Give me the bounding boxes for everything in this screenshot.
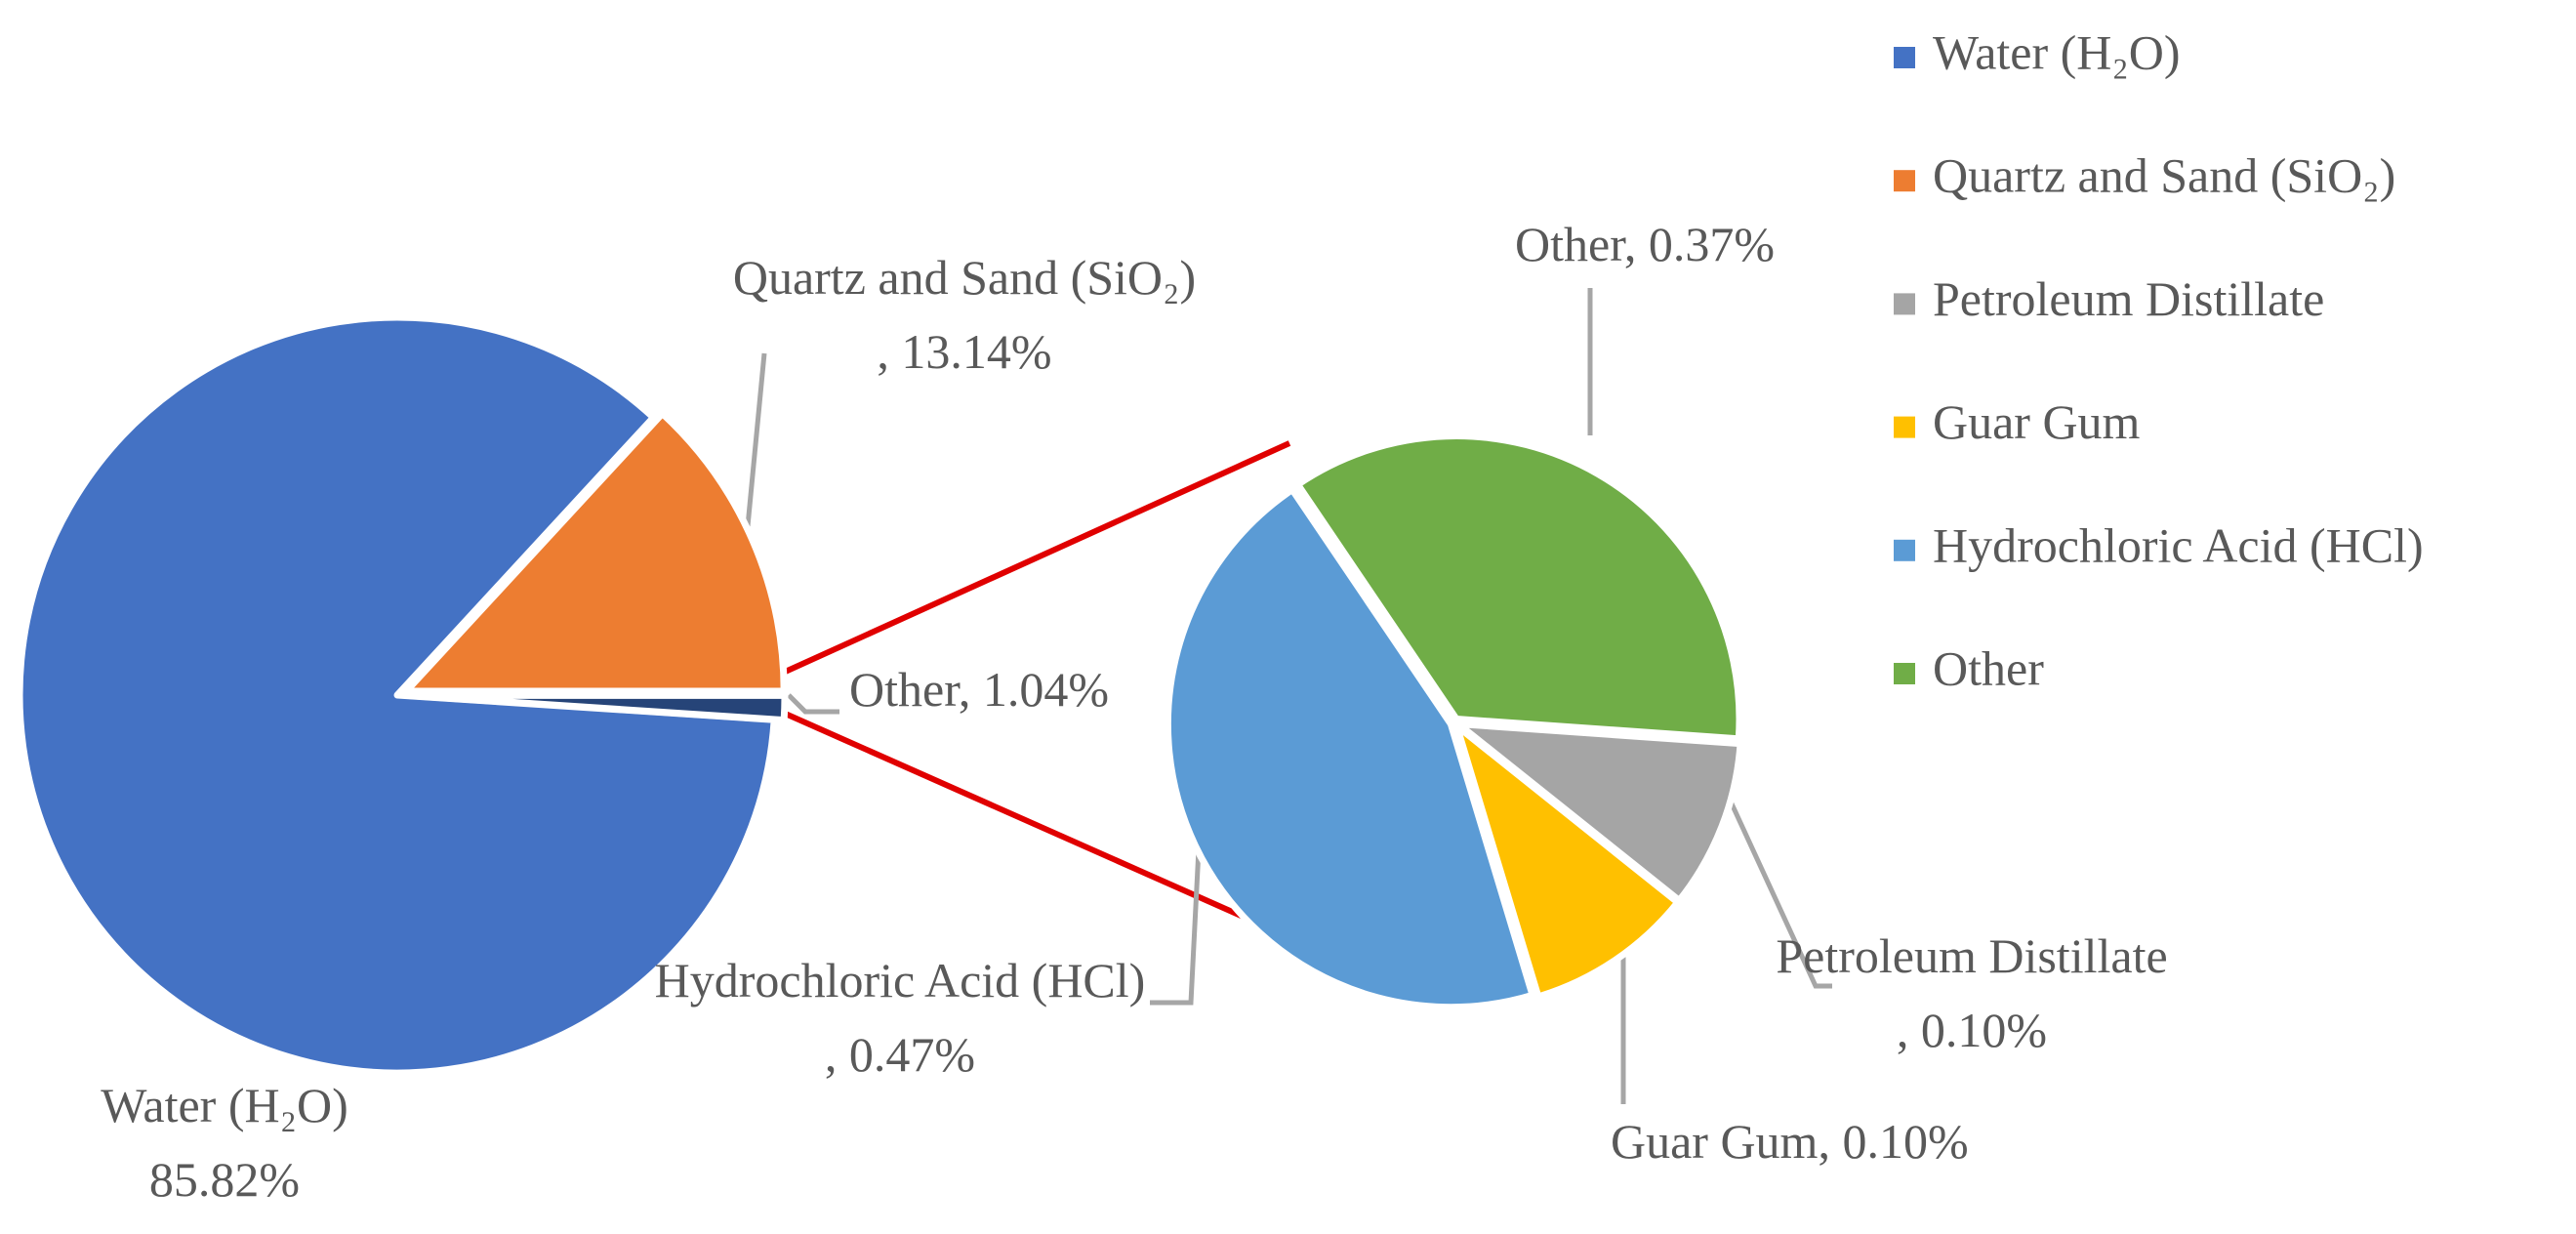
label-name: Other xyxy=(1515,217,1626,271)
pie-slice xyxy=(1454,720,1744,904)
data-label: Other, 0.37% xyxy=(1515,217,1775,271)
legend-swatch xyxy=(1894,170,1915,192)
legend-label: Hydrochloric Acid (HCl) xyxy=(1933,517,2424,572)
data-label: Hydrochloric Acid (HCl) , 0.47% xyxy=(655,953,1146,1082)
zoom-line xyxy=(779,440,1291,677)
label-name: Guar Gum xyxy=(1611,1114,1819,1169)
label-name: Hydrochloric Acid (HCl) xyxy=(655,953,1146,1008)
pie-slice xyxy=(16,313,778,1077)
label-value: , 1.04% xyxy=(959,662,1109,717)
label-value: , 13.14% xyxy=(877,324,1051,379)
legend-swatch xyxy=(1894,47,1915,68)
label-name: Quartz and Sand (SiO₂) xyxy=(733,250,1196,305)
pie-slice xyxy=(1164,486,1536,1011)
leader-line xyxy=(1150,829,1203,1006)
legend-label: Petroleum Distillate xyxy=(1933,271,2324,326)
label-name: Petroleum Distillate xyxy=(1776,928,2167,983)
legend-label: Quartz and Sand (SiO₂) xyxy=(1933,148,2395,203)
legend-label: Guar Gum xyxy=(1933,394,2141,449)
data-label: Guar Gum, 0.10% xyxy=(1611,1114,1969,1169)
leader-line xyxy=(1722,787,1832,989)
legend-label: Water (H₂O) xyxy=(1933,24,2181,79)
label-value: , 0.10% xyxy=(1897,1003,2047,1057)
pie-slice xyxy=(403,691,789,724)
data-label: Other, 1.04% xyxy=(849,662,1109,717)
legend-swatch xyxy=(1894,663,1915,684)
label-value: , 0.10% xyxy=(1818,1114,1968,1169)
data-label: Water (H₂O) 85.82% xyxy=(101,1078,348,1207)
legend-swatch xyxy=(1894,416,1915,438)
label-name: Other xyxy=(849,662,961,717)
legend-swatch xyxy=(1894,539,1915,561)
legend-swatch xyxy=(1894,293,1915,315)
legend-label: Other xyxy=(1933,640,2044,695)
data-label: Petroleum Distillate , 0.10% xyxy=(1776,928,2167,1057)
data-label: Quartz and Sand (SiO₂) , 13.14% xyxy=(733,250,1196,379)
pie-slice xyxy=(402,410,788,695)
zoom-line xyxy=(779,709,1291,940)
leader-line xyxy=(787,693,839,715)
pie-slice xyxy=(1294,432,1743,743)
pie-slice xyxy=(1452,721,1682,1001)
leader-line xyxy=(745,352,767,527)
label-value: 85.82% xyxy=(149,1152,300,1207)
label-name: Water (H₂O) xyxy=(101,1078,348,1132)
label-value: , 0.47% xyxy=(825,1027,975,1082)
label-value: , 0.37% xyxy=(1624,217,1775,271)
